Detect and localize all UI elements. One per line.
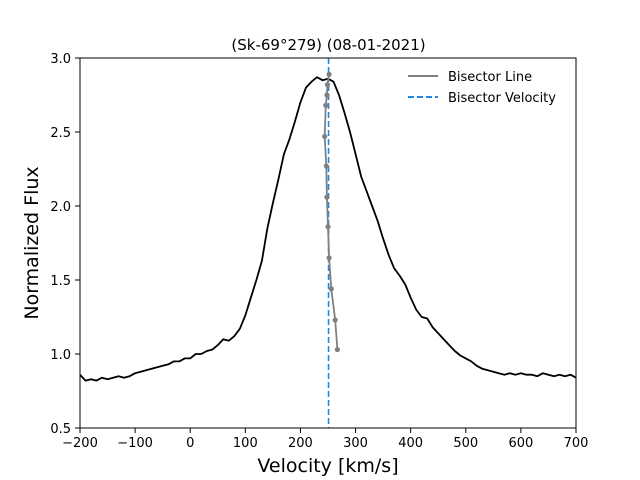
y-tick-label: 1.0 [50, 348, 71, 363]
legend-label-bisector-line: Bisector Line [448, 70, 532, 85]
x-tick-label: 400 [398, 436, 423, 451]
bisector-point [324, 92, 330, 98]
bisector-point [324, 194, 330, 200]
bisector-point [326, 255, 332, 261]
bisector-point [334, 346, 340, 353]
bisector-point [324, 82, 331, 88]
bisector-point [326, 71, 332, 77]
legend-box [398, 64, 570, 112]
x-axis-label: Velocity [km/s] [257, 455, 398, 477]
plot-frame [79, 57, 577, 429]
x-tick-label: 500 [453, 436, 478, 451]
bisector-point [328, 286, 334, 292]
plot-area [79, 58, 577, 428]
bisector-point [323, 102, 329, 108]
x-tick-label: −100 [117, 436, 153, 451]
legend-label-bisector-velocity: Bisector Velocity [448, 91, 556, 106]
y-axis: 0.5 1.0 1.5 2.0 2.5 3.0 [50, 52, 80, 437]
bisector-point [332, 317, 338, 323]
x-tick-label: 700 [564, 436, 589, 451]
x-tick-label: 300 [343, 436, 368, 451]
y-tick-label: 2.0 [50, 200, 71, 215]
y-axis-label: Normalized Flux [21, 166, 43, 319]
y-tick-label: 1.5 [50, 274, 71, 289]
x-tick-label: 600 [508, 436, 533, 451]
bisector-line [323, 74, 339, 350]
x-tick-label: −200 [62, 436, 98, 451]
x-axis: −200 −100 0 100 200 300 400 500 600 700 [62, 428, 588, 451]
bisector-point [325, 224, 331, 230]
bisector-point [323, 163, 329, 169]
x-tick-label: 100 [233, 436, 258, 451]
chart-title: (Sk-69°279) (08-01-2021) [231, 36, 425, 54]
x-tick-label: 200 [288, 436, 313, 451]
x-tick-label: 0 [186, 436, 194, 451]
y-tick-label: 3.0 [50, 52, 71, 67]
y-tick-label: 2.5 [50, 126, 71, 141]
bisector-point [322, 133, 328, 140]
legend: Bisector Line Bisector Velocity [398, 64, 570, 112]
y-tick-label: 0.5 [50, 422, 71, 437]
